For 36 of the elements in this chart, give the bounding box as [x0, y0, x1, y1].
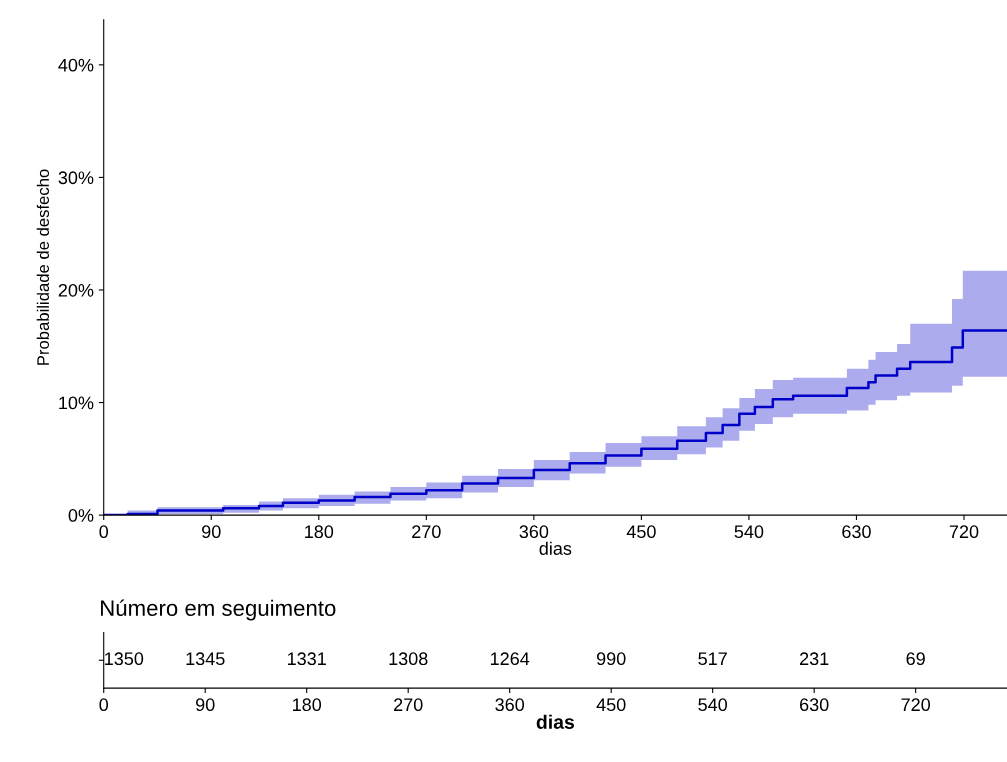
- x-tick-label: 540: [734, 525, 764, 539]
- x-tick-label: 90: [202, 525, 221, 539]
- x-tick-label: 630: [800, 698, 829, 712]
- y-tick-label: 0%: [68, 509, 94, 522]
- x-tick-label: 180: [293, 698, 322, 712]
- data-label: 517: [698, 652, 727, 666]
- data-label: 1345: [186, 652, 225, 666]
- x-tick-label: 720: [949, 525, 979, 539]
- x-tick-label: 450: [596, 698, 626, 712]
- chart-title: Número em seguimento: [101, 599, 336, 621]
- data-label: 69: [906, 652, 925, 666]
- data-label: 1331: [288, 652, 326, 666]
- y-tick-label: 40%: [58, 58, 94, 72]
- x-tick-label: 0: [99, 525, 109, 539]
- data-label: 1308: [389, 652, 428, 666]
- data-label: 1350: [105, 652, 144, 666]
- x-tick-label: 540: [698, 698, 728, 712]
- x-tick-label: 180: [305, 525, 334, 539]
- data-label: 231: [800, 652, 829, 666]
- y-tick-label: 10%: [59, 396, 94, 410]
- x-tick-label: 270: [394, 698, 423, 712]
- y-tick-label: 20%: [58, 283, 94, 297]
- x-tick-label: 720: [901, 698, 931, 712]
- x-tick-label: 360: [519, 525, 549, 539]
- y-tick-label: 30%: [58, 171, 94, 185]
- x-tick-label: 270: [412, 525, 441, 539]
- x-tick-label: 630: [842, 525, 871, 539]
- x-axis-title: dias: [539, 541, 572, 555]
- y-axis-title: Probabilidade de desfecho: [36, 169, 50, 365]
- x-axis-title: dias: [536, 714, 575, 729]
- data-label: 1264: [490, 652, 530, 666]
- x-tick-label: 0: [99, 698, 109, 712]
- data-label: 990: [596, 652, 626, 666]
- x-tick-label: 450: [626, 525, 656, 539]
- x-tick-label: 360: [495, 698, 525, 712]
- x-tick-label: 90: [196, 698, 215, 712]
